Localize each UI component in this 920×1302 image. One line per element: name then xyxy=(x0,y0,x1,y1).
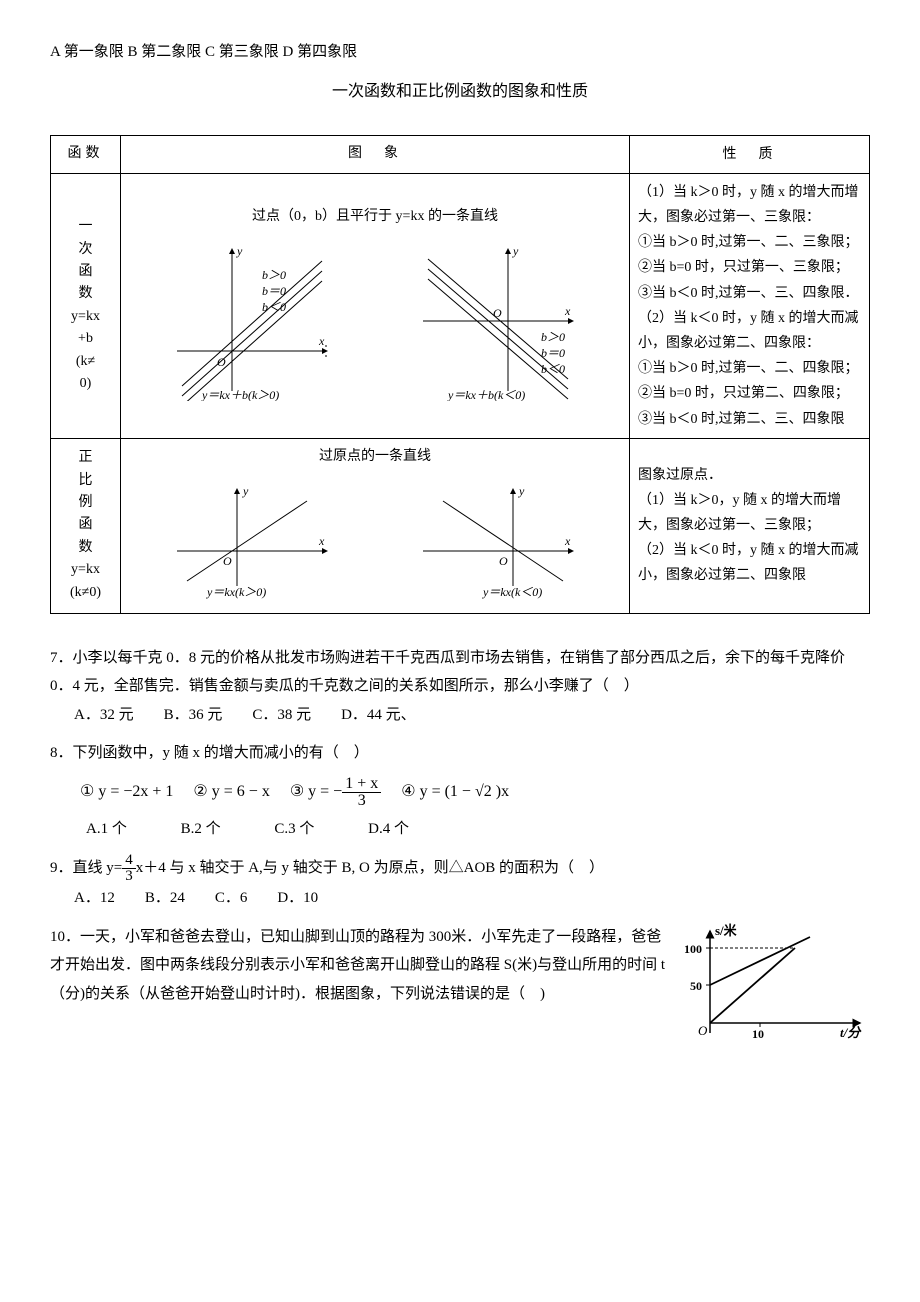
graph-linear-kneg: O x y b＞0 b＝0 b＜0 y＝kx＋b(k＜0) xyxy=(413,241,583,401)
q8-eq3-num: ③ xyxy=(290,783,304,800)
graph-caption-2: 过原点的一条直线 xyxy=(129,445,621,469)
x-3: x xyxy=(318,534,325,548)
prop1-1: ①当 b＞0 时,过第一、二、三象限； xyxy=(638,230,861,255)
q9-den: 3 xyxy=(122,869,136,884)
q8-eq3-lhs: y = − xyxy=(308,783,342,800)
q8-eq1: y = −2x + 1 xyxy=(98,783,173,800)
graph-prop-kpos: O x y y＝kx(k＞0) xyxy=(167,481,337,601)
proportional-function-properties: 图象过原点． （1）当 k＞0，y 随 x 的增大而增大，图象必过第一、三象限；… xyxy=(630,438,870,613)
q8-choice-c: C.3 个 xyxy=(274,815,314,844)
f2-l4: 数 xyxy=(59,537,112,559)
f2-l3: 函 xyxy=(59,514,112,536)
question-7: 7．小李以每千克 0．8 元的价格从批发市场购进若干千克西瓜到市场去销售，在销售… xyxy=(50,644,870,730)
origin-label-2: O xyxy=(493,306,502,320)
q9-post: x＋4 与 x 轴交于 A,与 y 轴交于 B, O 为原点，则△AOB 的面积… xyxy=(136,860,604,876)
q10-y50: 50 xyxy=(690,979,702,993)
q8-eq4-num: ④ xyxy=(401,783,415,800)
prop1-7: ③当 b＜0 时,过第二、三、四象限 xyxy=(638,407,861,432)
f1-l5: +b xyxy=(59,328,112,350)
y-3: y xyxy=(242,484,249,498)
caption-kneg: y＝kx＋b(k＜0) xyxy=(447,388,525,401)
q7-choices: A．32 元 B．36 元 C．38 元 D．44 元、 xyxy=(74,701,870,730)
q8-eq3-den: 3 xyxy=(342,793,381,809)
f1-l3: 数 xyxy=(59,283,112,305)
q10-origin: O xyxy=(698,1023,708,1038)
f1-l1: 次 xyxy=(59,239,112,261)
f2-l2: 例 xyxy=(59,492,112,514)
q8-eq2: y = 6 − x xyxy=(212,783,270,800)
prop1-3: ③当 b＜0 时,过第一、三、四象限． xyxy=(638,281,861,306)
f2-l5: y=kx xyxy=(59,559,112,581)
question-8: 8．下列函数中，y 随 x 的增大而减小的有（ ） ① y = −2x + 1 … xyxy=(50,739,870,843)
origin-4: O xyxy=(499,554,508,568)
f1-l7: 0) xyxy=(59,373,112,395)
q10-text: 10．一天，小军和爸爸去登山，已知山脚到山顶的路程为 300米．小军先走了一段路… xyxy=(50,923,670,1009)
x-4: x xyxy=(564,534,571,548)
linear-function-label: 一 次 函 数 y=kx +b (k≠ 0) xyxy=(51,173,121,438)
q8-choice-d: D.4 个 xyxy=(368,815,409,844)
y-4: y xyxy=(518,484,525,498)
q8-eq3-numr: 1 + x xyxy=(342,776,381,793)
q10-xlabel: t/分 xyxy=(840,1025,862,1040)
function-properties-table: 函数 图 象 性 质 一 次 函 数 y=kx +b (k≠ 0) 过点（0，b… xyxy=(50,135,870,614)
b-zero-label: b＝0 xyxy=(262,284,286,298)
prop1-4: （2）当 k＜0 时，y 随 x 的增大而减小，图象必过第二、四象限： xyxy=(638,306,861,356)
caption-prop-kneg: y＝kx(k＜0) xyxy=(482,585,542,599)
y-axis-label: y xyxy=(236,244,243,258)
q10-ylabel: s/米 xyxy=(715,923,738,938)
linear-function-properties: （1）当 k＞0 时，y 随 x 的增大而增大，图象必过第一、三象限： ①当 b… xyxy=(630,173,870,438)
header-properties: 性 质 xyxy=(630,135,870,173)
linear-function-graphs: 过点（0，b）且平行于 y=kx 的一条直线 O x y b＞0 b＝0 b xyxy=(121,173,630,438)
graph-caption-1: 过点（0，b）且平行于 y=kx 的一条直线 xyxy=(129,205,621,229)
y-axis-label-2: y xyxy=(512,244,519,258)
f2-l1: 比 xyxy=(59,470,112,492)
caption-kpos: y＝kx＋b(k＞0) xyxy=(201,388,279,401)
graph-linear-kpos: O x y b＞0 b＝0 b＜0 y＝kx＋b(k＞0) xyxy=(167,241,337,401)
q8-eq2-num: ② xyxy=(193,783,207,800)
header-function: 函数 xyxy=(51,135,121,173)
b-pos-label-2: b＞0 xyxy=(541,330,565,344)
prop1-5: ①当 b＞0 时,过第一、二、四象限； xyxy=(638,356,861,381)
b-neg-label: b＜0 xyxy=(262,300,286,314)
q10-x10: 10 xyxy=(752,1027,764,1041)
f2-l0: 正 xyxy=(59,447,112,469)
caption-prop-kpos: y＝kx(k＞0) xyxy=(206,585,266,599)
prop1-2: ②当 b=0 时，只过第一、三象限； xyxy=(638,255,861,280)
proportional-function-label: 正 比 例 函 数 y=kx (k≠0) xyxy=(51,438,121,613)
b-neg-label-2: b＜0 xyxy=(541,362,565,376)
x-axis-label: x xyxy=(318,334,325,348)
q8-choice-a: A.1 个 xyxy=(86,815,127,844)
q8-eq4: y = (1 − √2 )x xyxy=(420,783,509,800)
prop2-0: 图象过原点． xyxy=(638,463,861,488)
prop1-0: （1）当 k＞0 时，y 随 x 的增大而增大，图象必过第一、三象限： xyxy=(638,180,861,230)
quadrant-choices: A 第一象限 B 第二象限 C 第三象限 D 第四象限 xyxy=(50,40,870,66)
question-9: 9．直线 y=43x＋4 与 x 轴交于 A,与 y 轴交于 B, O 为原点，… xyxy=(50,853,870,913)
q8-choice-b: B.2 个 xyxy=(181,815,221,844)
b-zero-label-2: b＝0 xyxy=(541,346,565,360)
b-pos-label: b＞0 xyxy=(262,268,286,282)
f2-l6: (k≠0) xyxy=(59,582,112,604)
origin-label: O xyxy=(217,355,226,369)
q9-choices: A．12 B．24 C．6 D．10 xyxy=(74,884,870,913)
graph-prop-kneg: O x y y＝kx(k＜0) xyxy=(413,481,583,601)
prop1-6: ②当 b=0 时，只过第二、四象限； xyxy=(638,381,861,406)
q8-eq1-num: ① xyxy=(80,783,94,800)
header-graph: 图 象 xyxy=(121,135,630,173)
section-title: 一次函数和正比例函数的图象和性质 xyxy=(50,78,870,105)
f1-l4: y=kx xyxy=(59,306,112,328)
q9-pre: 9．直线 y= xyxy=(50,860,122,876)
prop2-2: （2）当 k＜0 时，y 随 x 的增大而减小，图象必过第二、四象限 xyxy=(638,538,861,588)
q7-text: 7．小李以每千克 0．8 元的价格从批发市场购进若干千克西瓜到市场去销售，在销售… xyxy=(50,644,870,701)
x-axis-label-2: x xyxy=(564,304,571,318)
f1-l2: 函 xyxy=(59,261,112,283)
q10-graph: s/米 t/分 O 100 50 10 xyxy=(680,923,870,1043)
question-10: 10．一天，小军和爸爸去登山，已知山脚到山顶的路程为 300米．小军先走了一段路… xyxy=(50,923,870,1043)
f1-l6: (k≠ xyxy=(59,351,112,373)
q9-num: 4 xyxy=(122,853,136,869)
prop2-1: （1）当 k＞0，y 随 x 的增大而增大，图象必过第一、三象限； xyxy=(638,488,861,538)
q8-text: 8．下列函数中，y 随 x 的增大而减小的有（ ） xyxy=(50,739,870,768)
f1-l0: 一 xyxy=(59,216,112,238)
proportional-function-graphs: 过原点的一条直线 O x y y＝kx(k＞0) O x xyxy=(121,438,630,613)
q10-y100: 100 xyxy=(684,942,702,956)
